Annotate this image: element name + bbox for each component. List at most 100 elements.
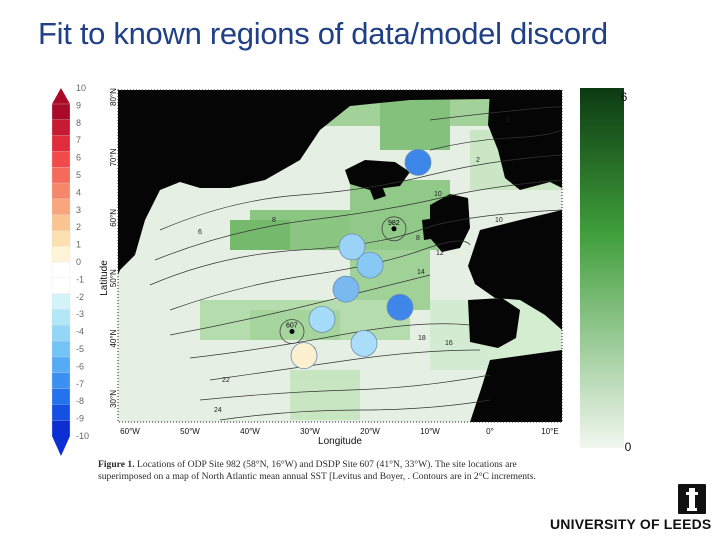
colorbar-cell	[51, 230, 71, 247]
longitude-tick-label: 0°	[486, 427, 494, 436]
colorbar-cell	[51, 293, 71, 310]
contour-label: 12	[436, 250, 444, 257]
colorbar-tick-label: 1	[76, 240, 81, 250]
contour-label: 2	[476, 157, 480, 164]
contour-label: 16	[445, 340, 453, 347]
latitude-ticks: 80°N 70°N 60°N 50°N 40°N 30°N	[109, 88, 118, 408]
university-name: UNIVERSITY OF LEEDS	[550, 516, 712, 532]
drill-sites: 982 607	[279, 216, 407, 344]
density-colorbar: 6 0	[580, 88, 632, 454]
latitude-tick-label: 80°N	[109, 88, 118, 106]
discord-marker	[350, 330, 378, 357]
colorbar-tick-label: -3	[76, 309, 84, 319]
colorbar-tick-label: -10	[76, 431, 89, 441]
colorbar-cell	[51, 372, 71, 390]
colorbar-tick-label: -8	[76, 396, 84, 406]
contour-label: 18	[418, 335, 426, 342]
colorbar-cell	[51, 420, 71, 437]
latitude-tick-label: 40°N	[109, 329, 118, 347]
caption-text: Locations of ODP Site 982 (58°N, 16°W) a…	[98, 459, 536, 482]
green-colorbar-gradient	[580, 88, 624, 448]
university-logo: UNIVERSITY OF LEEDS	[548, 484, 712, 534]
sst-contours	[149, 106, 562, 421]
colorbar-cell	[51, 356, 71, 374]
colorbar-top-arrow	[52, 88, 70, 104]
longitude-tick-label: 60°W	[120, 427, 140, 436]
discord-marker	[356, 251, 384, 279]
colorbar-tick-label: 10	[76, 83, 86, 93]
colorbar-cell	[51, 167, 71, 184]
discord-marker	[386, 293, 414, 321]
colorbar-cell	[51, 103, 71, 121]
latitude-axis-label: Latitude	[99, 260, 110, 296]
colorbar-cell	[51, 246, 71, 263]
university-crest-icon	[678, 484, 706, 514]
longitude-tick-label: 10°W	[420, 427, 440, 436]
latitude-tick-label: 50°N	[109, 269, 118, 287]
sst-map-figure: 10 9 8 7 6 5 4 3 2 1 0 -1 -2 -3 -4 -5 -6 -7 -8 -9 -10	[50, 70, 645, 490]
colorbar-cell	[51, 135, 71, 152]
latitude-tick-label: 60°N	[109, 209, 118, 227]
figure-caption: Figure 1. Locations of ODP Site 982 (58°…	[98, 459, 568, 482]
land-masses	[118, 90, 562, 422]
longitude-tick-label: 40°W	[240, 427, 260, 436]
latitude-tick-label: 30°N	[109, 390, 118, 408]
colorbar-cell	[51, 261, 71, 279]
colorbar-cell	[51, 325, 71, 342]
drill-site-dot	[391, 226, 397, 232]
colorbar-tick-label: 5	[76, 170, 81, 180]
discord-marker	[332, 275, 360, 303]
drill-site-ring	[279, 319, 305, 344]
colorbar-tick-label: -4	[76, 327, 84, 337]
contour-label: 10	[434, 191, 442, 198]
colorbar-cell	[51, 340, 71, 358]
colorbar-tick-label: 4	[76, 187, 81, 197]
longitude-tick-label: 20°W	[360, 427, 380, 436]
contour-label: 6	[198, 229, 202, 236]
drill-site-label: 982	[388, 220, 400, 227]
colorbar-cell	[51, 119, 71, 137]
contour-label: 24	[214, 407, 222, 414]
contour-label: 14	[417, 269, 425, 276]
colorbar-bottom-arrow	[52, 436, 70, 456]
colorbar-tick-label: 7	[76, 135, 81, 145]
colorbar-tick-label: -1	[76, 274, 84, 284]
green-colorbar-top-label: 6	[621, 90, 628, 104]
colorbar-cell	[51, 277, 71, 295]
colorbar-tick-label: 3	[76, 205, 81, 215]
longitude-tick-label: 50°W	[180, 427, 200, 436]
colorbar-tick-label: -6	[76, 361, 84, 371]
contour-label: 8	[272, 217, 276, 224]
colorbar-tick-label: 2	[76, 222, 81, 232]
drill-site-ring	[381, 216, 407, 242]
colorbar-cell	[51, 214, 71, 231]
colorbar-cell	[51, 309, 71, 326]
latitude-tick-label: 70°N	[109, 148, 118, 166]
colorbar-tick-label: -5	[76, 344, 84, 354]
discord-marker	[308, 305, 336, 333]
slide-title: Fit to known regions of data/model disco…	[38, 16, 608, 51]
colorbar-tick-label: 9	[76, 100, 81, 110]
longitude-ticks: 60°W 50°W 40°W 30°W 20°W 10°W 0° 10°E	[120, 427, 559, 436]
contour-label: 2	[506, 117, 510, 124]
longitude-axis-label: Longitude	[318, 436, 362, 447]
drill-site-label: 607	[286, 323, 298, 330]
contour-label: 8	[416, 235, 420, 242]
colorbar-tick-label: 0	[76, 257, 81, 267]
caption-figure-label: Figure 1.	[98, 459, 135, 470]
colorbar-tick-label: 8	[76, 118, 81, 128]
longitude-tick-label: 30°W	[300, 427, 320, 436]
data-model-discord-markers	[290, 149, 432, 370]
longitude-tick-label: 10°E	[541, 427, 558, 436]
colorbar-tick-label: -7	[76, 379, 84, 389]
colorbar-cell	[51, 182, 71, 200]
drill-site-dot	[289, 329, 295, 334]
discord-marker	[404, 149, 432, 176]
contour-label: 22	[222, 377, 230, 384]
discord-marker	[338, 233, 366, 261]
colorbar-cell	[51, 198, 71, 216]
colorbar-cell	[51, 388, 71, 405]
discord-marker	[290, 342, 318, 370]
